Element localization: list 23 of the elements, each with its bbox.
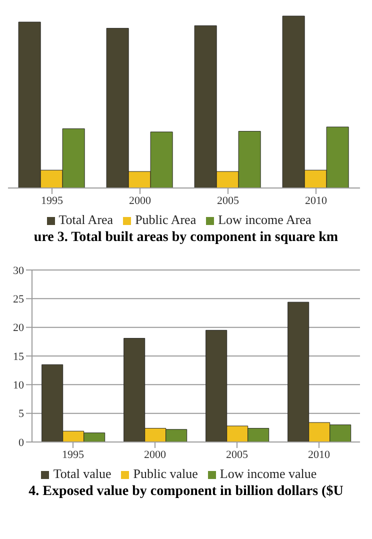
x-tick-label: 2000 [129,194,152,207]
legend-label: Public Area [135,212,196,227]
legend-label: Total Area [58,212,114,227]
y-tick-label: 15 [13,350,24,363]
x-tick-label: 2000 [144,448,166,461]
text: 4. Exposed value by component in billion dollars ($U [28,484,344,500]
y-tick-label: 5 [18,408,24,420]
y-tick-label: 25 [13,294,24,306]
x-tick-label: 2005 [217,194,240,207]
x-tick-label: 1995 [62,448,84,461]
x-tick-label: 1995 [41,194,64,207]
legend-label: Public value [133,466,198,481]
y-tick-label: 10 [13,380,24,392]
text: ure 3. Total built areas by component in square km [32,230,340,246]
y-tick-label: 0 [18,436,24,449]
legend-label: Low income value [220,466,317,481]
x-tick-label: 2005 [226,448,248,461]
y-tick-label: 30 [13,264,24,277]
legend-label: Low income Area [218,212,312,227]
legend-label: Total value [53,466,112,481]
x-tick-label: 2010 [308,448,330,461]
x-tick-label: 2010 [305,194,328,207]
y-tick-label: 20 [13,322,24,334]
